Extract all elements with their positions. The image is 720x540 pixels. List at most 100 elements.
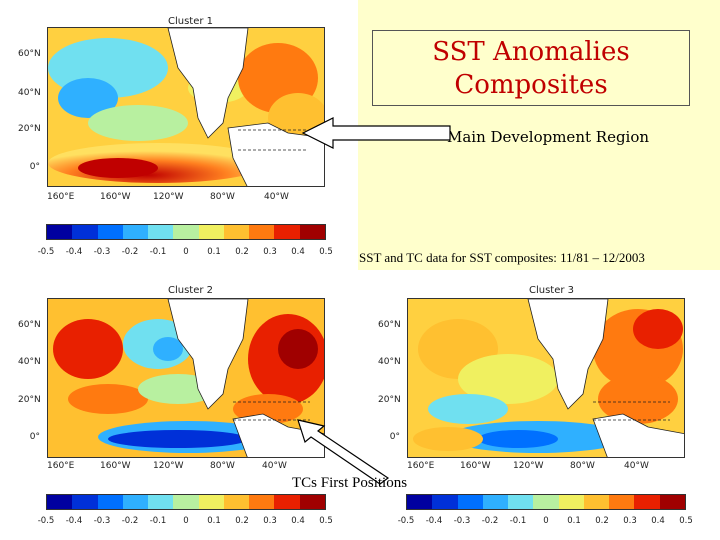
- colorbar-swatch: [173, 225, 199, 239]
- cluster-2-lon-120w: 120°W: [153, 461, 184, 471]
- colorbar-tick-label: 0: [183, 247, 189, 257]
- title-line-1: SST Anomalies: [432, 37, 630, 67]
- colorbar-swatch: [97, 225, 123, 239]
- colorbar-swatch: [47, 225, 73, 239]
- colorbar-tick-label: 0.1: [207, 516, 221, 526]
- cluster-3-lon-120w: 120°W: [513, 461, 544, 471]
- colorbar-tick-label: 0.5: [319, 516, 333, 526]
- title-line-2: Composites: [454, 70, 608, 100]
- colorbar-swatch: [148, 495, 174, 509]
- colorbar-swatch: [72, 495, 98, 509]
- colorbar-swatch: [457, 495, 483, 509]
- colorbar-swatch: [482, 495, 509, 509]
- cluster-3-lat-0: 0°: [389, 432, 400, 442]
- main-development-region-label: Main Development Region: [447, 128, 650, 146]
- cluster-3-sst-map: [407, 298, 685, 458]
- cluster-3-title: Cluster 3: [529, 285, 575, 296]
- colorbar-swatch: [634, 495, 660, 509]
- colorbar-tick-label: -0.4: [65, 247, 83, 257]
- tc-first-positions-label: TCs First Positions: [292, 475, 408, 491]
- cluster-2-lon-160e: 160°E: [47, 461, 75, 471]
- colorbar-tick-label: -0.1: [149, 247, 167, 257]
- colorbar-swatch: [249, 495, 275, 509]
- cluster-3-lat-20: 20°N: [378, 395, 401, 405]
- colorbar-tick-label: -0.2: [121, 516, 139, 526]
- colorbar-tick-label: 0.2: [235, 516, 249, 526]
- colorbar-swatch: [122, 225, 149, 239]
- colorbar-tick-label: -0.5: [37, 516, 55, 526]
- colorbar-tick-label: 0: [543, 516, 549, 526]
- colorbar-swatch: [47, 495, 73, 509]
- colorbar-tick-label: 0.3: [263, 516, 277, 526]
- cluster-3-lon-40w: 40°W: [624, 461, 649, 471]
- colorbar-tick-label: 0: [183, 516, 189, 526]
- colorbar-swatch: [508, 495, 534, 509]
- colorbar-swatch: [223, 225, 250, 239]
- colorbar-tick-label: 0.5: [679, 516, 693, 526]
- cluster-1-lat-40: 40°N: [18, 88, 41, 98]
- colorbar-tick-label: -0.5: [37, 247, 55, 257]
- colorbar-swatch: [659, 495, 685, 509]
- colorbar-swatch: [609, 495, 635, 509]
- colorbar-tick-label: -0.1: [509, 516, 527, 526]
- colorbar-tick-label: 0.5: [319, 247, 333, 257]
- colorbar-tick-label: -0.2: [481, 516, 499, 526]
- colorbar-swatch: [432, 495, 458, 509]
- cluster-1-lon-40w: 40°W: [264, 192, 289, 202]
- colorbar-swatch: [299, 225, 325, 239]
- colorbar-tick-label: -0.3: [93, 247, 111, 257]
- cluster-1-lat-20: 20°N: [18, 124, 41, 134]
- colorbar-swatch: [198, 495, 224, 509]
- cluster-3-lon-80w: 80°W: [570, 461, 595, 471]
- colorbar-swatch: [198, 225, 224, 239]
- cluster-2-lat-0: 0°: [29, 432, 40, 442]
- colorbar-tick-label: -0.4: [65, 516, 83, 526]
- cluster-1-lon-160e: 160°E: [47, 192, 75, 202]
- cluster-3-lat-60: 60°N: [378, 320, 401, 330]
- colorbar-tick-label: 0.1: [567, 516, 581, 526]
- colorbar-swatch: [558, 495, 584, 509]
- cluster-2-title: Cluster 2: [168, 285, 214, 296]
- cluster-2-lon-160w: 160°W: [100, 461, 131, 471]
- cluster-2-lat-40: 40°N: [18, 357, 41, 367]
- data-period-note: SST and TC data for SST composites: 11/8…: [359, 250, 645, 265]
- cluster-1-title: Cluster 1: [168, 16, 214, 27]
- colorbar-swatch: [148, 225, 174, 239]
- tc-positions-arrow: [297, 419, 390, 485]
- colorbar-tick-label: -0.2: [121, 247, 139, 257]
- title-box: SST Anomalies Composites: [372, 30, 690, 106]
- colorbar-swatch: [583, 495, 610, 509]
- colorbar-swatch: [274, 495, 300, 509]
- colorbar-tick-label: -0.5: [397, 516, 415, 526]
- cluster-2-lat-20: 20°N: [18, 395, 41, 405]
- colorbar-tick-label: 0.3: [623, 516, 637, 526]
- colorbar-swatch: [72, 225, 98, 239]
- cluster-3-lon-160w: 160°W: [460, 461, 491, 471]
- colorbar-swatch: [173, 495, 199, 509]
- cluster-2-lon-80w: 80°W: [210, 461, 235, 471]
- colorbar-swatch: [223, 495, 250, 509]
- cluster-1-sst-map: [47, 27, 325, 187]
- mdr-arrow: [301, 117, 451, 149]
- colorbar-tick-label: 0.4: [651, 516, 665, 526]
- cluster-1-lat-0: 0°: [29, 162, 40, 172]
- colorbar-tick-label: 0.2: [235, 247, 249, 257]
- colorbar-tick-label: -0.3: [93, 516, 111, 526]
- colorbar-swatch: [407, 495, 433, 509]
- colorbar-swatch: [299, 495, 325, 509]
- colorbar-tick-label: 0.3: [263, 247, 277, 257]
- cluster-1-lon-80w: 80°W: [210, 192, 235, 202]
- cluster-3-lat-40: 40°N: [378, 357, 401, 367]
- colorbar-tick-label: -0.4: [425, 516, 443, 526]
- colorbar-tick-label: 0.4: [291, 516, 305, 526]
- colorbar-tick-label: 0.2: [595, 516, 609, 526]
- colorbar-tick-label: -0.1: [149, 516, 167, 526]
- cluster-2-lat-60: 60°N: [18, 320, 41, 330]
- colorbar-tick-label: 0.1: [207, 247, 221, 257]
- colorbar-swatch: [274, 225, 300, 239]
- cluster-1-lon-120w: 120°W: [153, 192, 184, 202]
- colorbar-swatch: [249, 225, 275, 239]
- cluster-1-lon-160w: 160°W: [100, 192, 131, 202]
- cluster-1-colorbar: [46, 224, 326, 240]
